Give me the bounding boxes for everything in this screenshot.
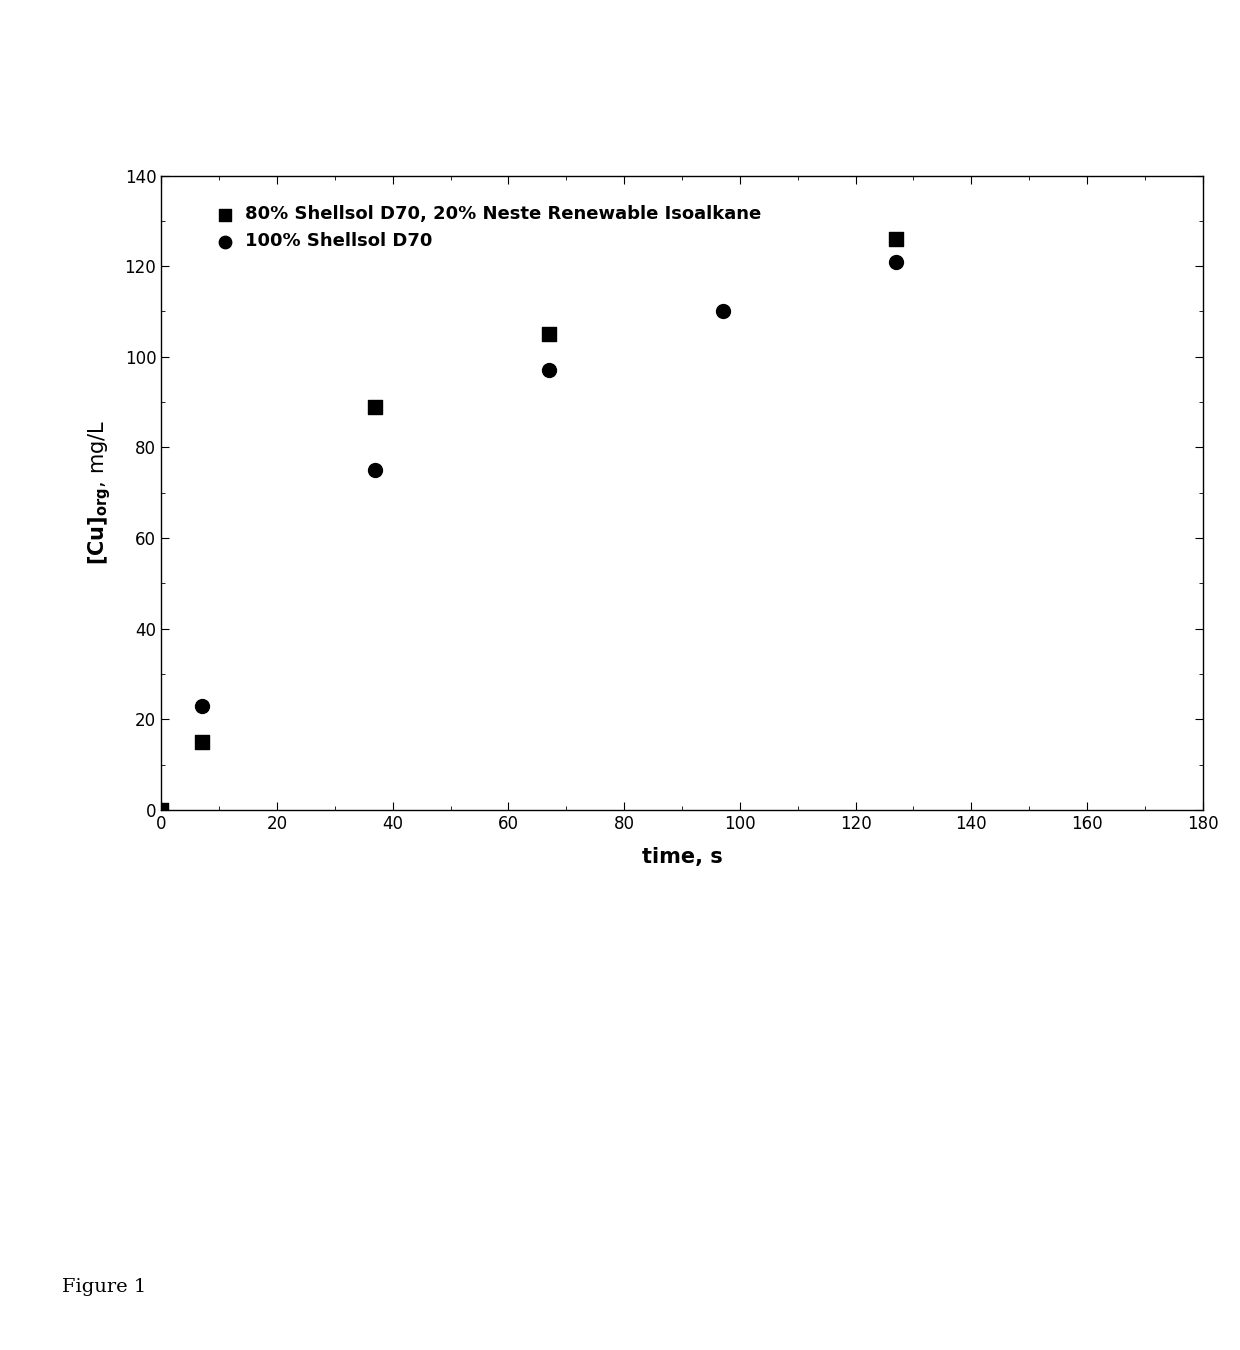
Legend: 80% Shellsol D70, 20% Neste Renewable Isoalkane, 100% Shellsol D70: 80% Shellsol D70, 20% Neste Renewable Is… <box>201 190 775 265</box>
Y-axis label: $\mathbf{[Cu]_{org}}$, mg/L: $\mathbf{[Cu]_{org}}$, mg/L <box>87 420 114 566</box>
100% Shellsol D70 <box>192 695 212 717</box>
X-axis label: time, s: time, s <box>641 846 723 867</box>
80% Shellsol D70, 20% Neste Renewable Isoalkane <box>151 799 171 821</box>
80% Shellsol D70, 20% Neste Renewable Isoalkane <box>887 228 906 250</box>
100% Shellsol D70 <box>151 799 171 821</box>
80% Shellsol D70, 20% Neste Renewable Isoalkane <box>192 732 212 753</box>
80% Shellsol D70, 20% Neste Renewable Isoalkane <box>539 324 559 346</box>
100% Shellsol D70 <box>713 301 733 323</box>
100% Shellsol D70 <box>366 459 386 481</box>
100% Shellsol D70 <box>539 359 559 381</box>
80% Shellsol D70, 20% Neste Renewable Isoalkane <box>366 396 386 417</box>
Text: Figure 1: Figure 1 <box>62 1278 146 1296</box>
100% Shellsol D70 <box>887 251 906 273</box>
